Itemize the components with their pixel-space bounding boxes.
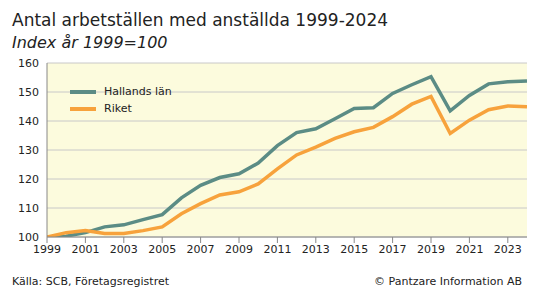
svg-text:110: 110 [18, 202, 39, 215]
html-text:Riket: Riket [104, 102, 132, 115]
svg-text:160: 160 [18, 57, 39, 70]
svg-text:1999: 1999 [33, 243, 61, 256]
svg-text:100: 100 [18, 231, 39, 244]
svg-text:2013: 2013 [302, 243, 330, 256]
svg-text:2003: 2003 [110, 243, 138, 256]
svg-text:2009: 2009 [225, 243, 253, 256]
svg-text:2017: 2017 [379, 243, 407, 256]
html-text:Källa: SCB, Företagsregistret: Källa: SCB, Företagsregistret [12, 275, 169, 288]
svg-text:140: 140 [18, 115, 39, 128]
html-text:Hallands län: Hallands län [104, 85, 172, 98]
html-text:Antal arbetställen med anställ: Antal arbetställen med anställda 1999-20… [12, 10, 388, 30]
svg-text:150: 150 [18, 86, 39, 99]
svg-text:120: 120 [18, 173, 39, 186]
svg-text:2015: 2015 [340, 243, 368, 256]
svg-text:2019: 2019 [417, 243, 445, 256]
svg-text:130: 130 [18, 144, 39, 157]
svg-text:2005: 2005 [148, 243, 176, 256]
html-text:© Pantzare Information AB: © Pantzare Information AB [374, 275, 522, 288]
html-text:Index år 1999=100: Index år 1999=100 [12, 33, 168, 52]
svg-text:2023: 2023 [494, 243, 522, 256]
svg-text:2021: 2021 [455, 243, 483, 256]
svg-text:2011: 2011 [263, 243, 291, 256]
svg-text:2007: 2007 [187, 243, 215, 256]
svg-text:2001: 2001 [71, 243, 99, 256]
